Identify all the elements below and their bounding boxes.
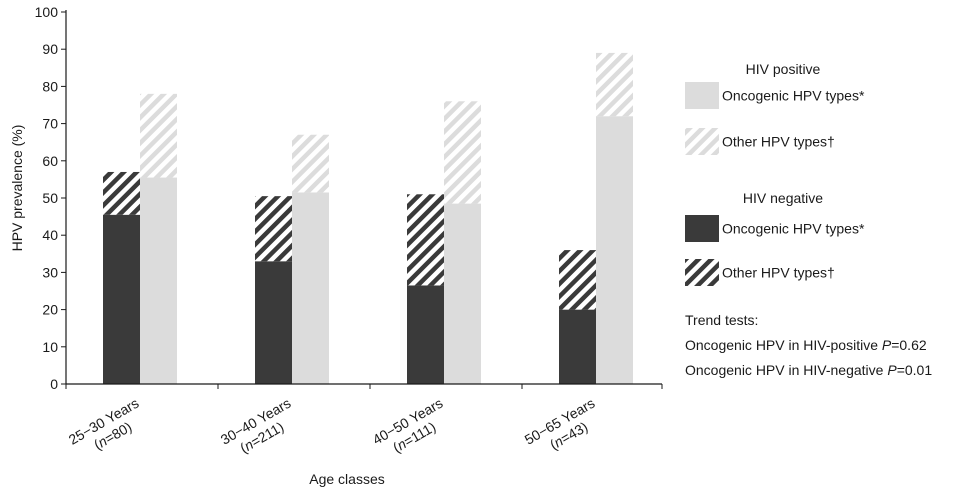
hiv-negative-oncogenic-bar-4: [559, 309, 596, 384]
legend: HIV positive Oncogenic HPV types* Other HP…: [685, 61, 865, 286]
hiv-negative-other-bar-3: [407, 194, 444, 286]
y-tick-label: 30: [42, 264, 58, 280]
x-category-label: 40−50 Years(n=111): [370, 395, 446, 456]
y-tick-label: 0: [50, 376, 58, 392]
y-axis-title: HPV prevalence (%): [9, 125, 25, 252]
legend-item-label: Other HPV types†: [722, 265, 835, 281]
legend-swatch: [685, 215, 719, 242]
legend-item-label: Oncogenic HPV types*: [722, 221, 865, 237]
bars: [103, 52, 633, 384]
hiv-negative-other-bar-4: [559, 250, 596, 310]
legend-item-label: Oncogenic HPV types*: [722, 88, 865, 104]
hiv-positive-other-bar-2: [292, 134, 329, 193]
axes: [65, 10, 662, 385]
plot-area: 0 10 20 30 40 50 60 70 80 90 100 25−30 Years(n=80)…: [35, 4, 663, 456]
trend-tests-heading: Trend tests:: [685, 312, 758, 328]
hiv-negative-other-bar-1: [103, 171, 140, 215]
legend-section-title: HIV negative: [743, 190, 823, 206]
legend-swatch: [685, 82, 719, 109]
trend-tests: Trend tests: Oncogenic HPV in HIV-positiv…: [685, 312, 932, 378]
y-tick-label: 40: [42, 227, 58, 243]
hiv-positive-other-bar-1: [140, 93, 177, 178]
trend-test-line: Oncogenic HPV in HIV-negative P=0.01: [685, 362, 932, 378]
x-category-label: 50−65 Years(n=43): [522, 395, 598, 453]
hiv-positive-other-bar-3: [444, 101, 481, 204]
hiv-negative-oncogenic-bar-3: [407, 285, 444, 384]
x-category-label: 30−40 Years(n=211): [218, 395, 294, 456]
hiv-positive-oncogenic-bar-2: [292, 192, 329, 384]
hiv-positive-other-bar-4: [596, 52, 633, 117]
x-axis-ticks: 25−30 Years(n=80) 30−40 Years(n=211) 40−50…: [65, 384, 663, 456]
hiv-positive-oncogenic-bar-3: [444, 203, 481, 384]
trend-test-line: Oncogenic HPV in HIV-positive P=0.62: [685, 337, 927, 353]
hiv-negative-oncogenic-bar-2: [255, 261, 292, 384]
hiv-positive-oncogenic-bar-1: [140, 177, 177, 384]
x-axis-title: Age classes: [309, 471, 384, 487]
legend-section-title: HIV positive: [746, 61, 821, 77]
hiv-negative-oncogenic-bar-1: [103, 214, 140, 384]
y-tick-label: 60: [42, 153, 58, 169]
legend-swatch: [685, 128, 719, 155]
x-category-label: 25−30 Years(n=80): [66, 395, 142, 453]
hiv-positive-oncogenic-bar-4: [596, 116, 633, 384]
y-tick-label: 100: [35, 4, 59, 20]
y-tick-label: 80: [42, 78, 58, 94]
legend-item-label: Other HPV types†: [722, 134, 835, 150]
y-axis-ticks: 0 10 20 30 40 50 60 70 80 90 100: [35, 4, 66, 392]
legend-swatch: [685, 259, 719, 286]
y-tick-label: 90: [42, 41, 58, 57]
hiv-negative-other-bar-2: [255, 196, 292, 262]
y-tick-label: 70: [42, 116, 58, 132]
y-tick-label: 10: [42, 339, 58, 355]
y-tick-label: 20: [42, 302, 58, 318]
y-tick-label: 50: [42, 190, 58, 206]
